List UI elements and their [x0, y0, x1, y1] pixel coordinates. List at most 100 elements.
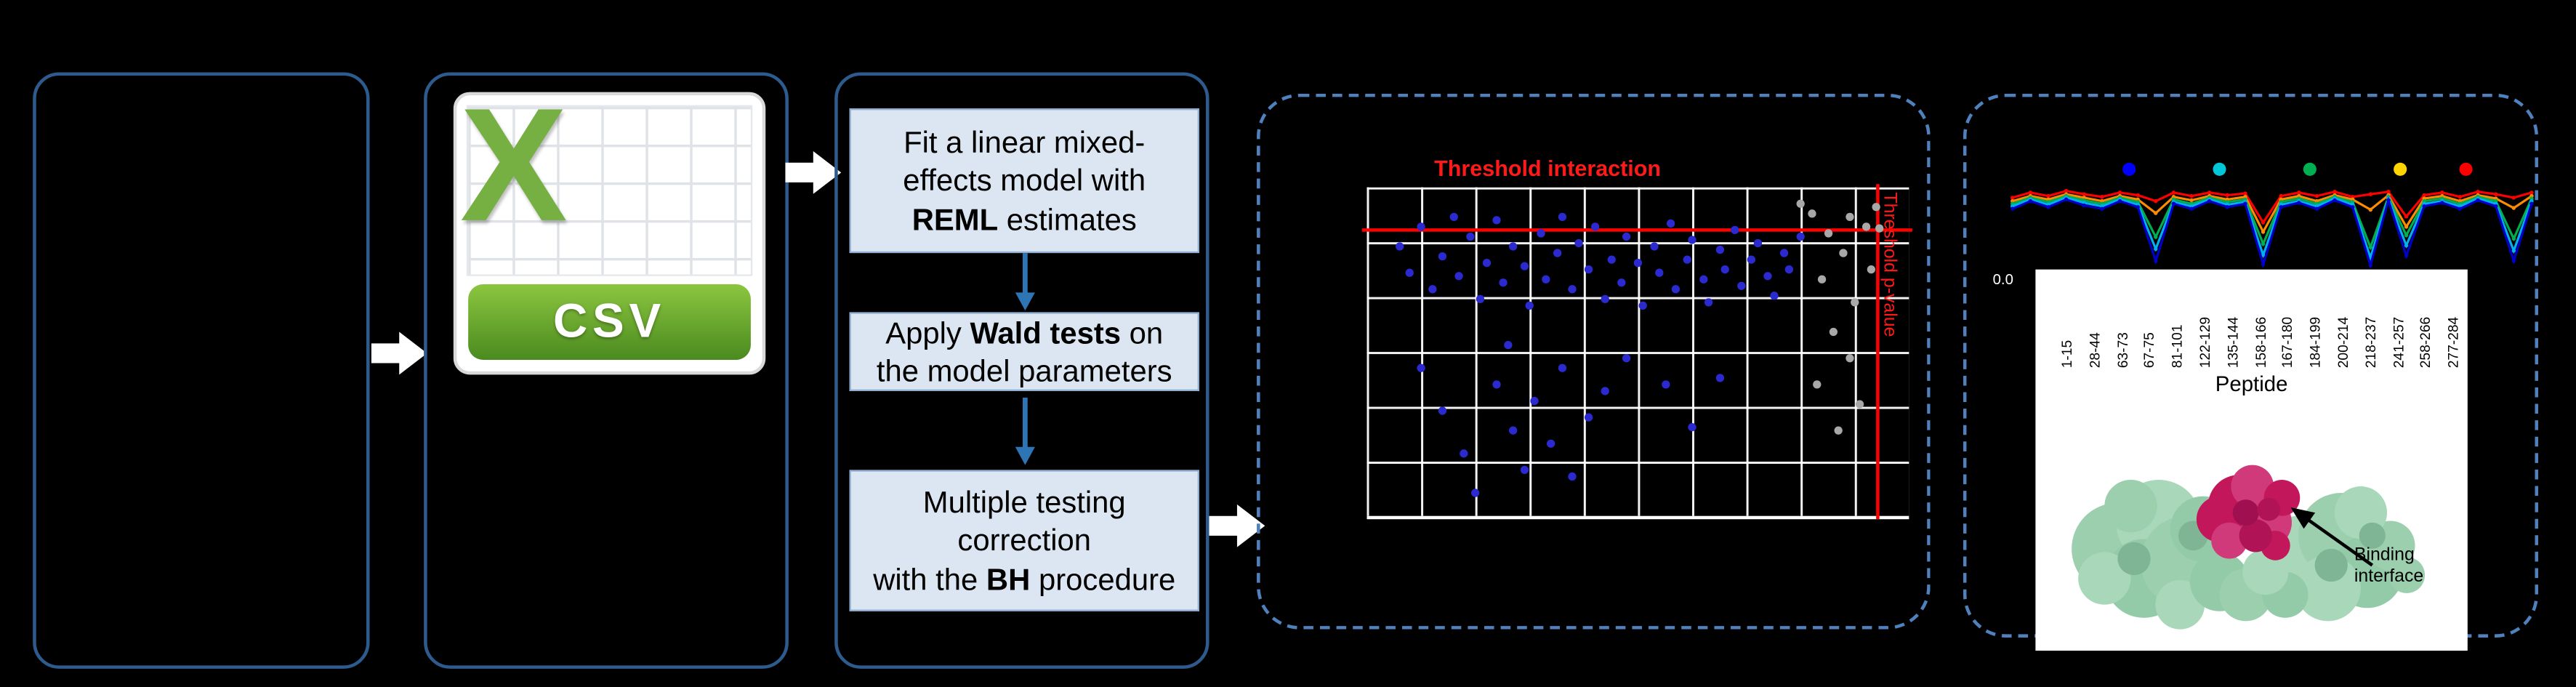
- significant-point: [1666, 219, 1675, 228]
- profile-point: [2207, 190, 2212, 195]
- csv-file-icon: X CSV: [453, 74, 766, 375]
- profile-point: [2511, 259, 2516, 263]
- significant-point: [1671, 285, 1681, 294]
- significant-point: [1785, 265, 1794, 274]
- nonsignificant-point: [1829, 327, 1838, 337]
- profile-point: [2529, 190, 2534, 195]
- peptide-tick-label: 122-129: [2196, 316, 2213, 369]
- profile-point: [2225, 205, 2229, 209]
- profile-point: [2386, 198, 2391, 203]
- profile-point: [2154, 211, 2158, 215]
- significant-point: [1720, 265, 1729, 274]
- binding-interface-label: Binding interface: [2354, 545, 2424, 587]
- profile-point: [2458, 206, 2463, 211]
- peptide-tick-label: 167-180: [2279, 316, 2296, 369]
- profile-point: [2511, 249, 2516, 253]
- profile-point: [2386, 190, 2391, 194]
- panel-csv: X CSV: [424, 72, 789, 669]
- significant-point: [1574, 238, 1582, 248]
- profile-point: [2225, 193, 2229, 198]
- significant-point: [1531, 396, 1539, 406]
- profile-point: [2028, 190, 2033, 195]
- protein-binding-core: [2196, 465, 2301, 561]
- significant-point: [1715, 245, 1723, 254]
- profile-point: [2404, 225, 2409, 229]
- profile-point: [2261, 252, 2266, 257]
- profile-point: [2404, 214, 2409, 219]
- step-box-reml: Fit a linear mixed- effects model with R…: [849, 108, 1199, 254]
- flow-arrow-2: [785, 150, 842, 194]
- profile-point: [2261, 220, 2266, 225]
- peptide-tick-label: 28-44: [2085, 332, 2103, 369]
- profile-point: [2511, 206, 2516, 210]
- significant-point: [1569, 285, 1577, 294]
- peptide-tick-label: 135-144: [2223, 316, 2241, 369]
- significant-point: [1492, 216, 1502, 225]
- legend-dot: [2303, 162, 2317, 176]
- spreadsheet-grid: [466, 105, 753, 276]
- profile-point: [2297, 190, 2301, 195]
- nonsignificant-point: [1796, 199, 1805, 208]
- step-bh-bold: BH: [986, 561, 1031, 596]
- profile-point: [2422, 204, 2426, 209]
- peptide-tick-label: 258-266: [2417, 316, 2434, 369]
- panel-input: [33, 72, 370, 669]
- significant-point: [1520, 465, 1529, 475]
- profile-point: [2011, 206, 2015, 211]
- peptide-tick-label: 241-257: [2389, 316, 2407, 369]
- panel-statistics: Fit a linear mixed- effects model with R…: [834, 72, 1209, 669]
- significant-point: [1460, 449, 1469, 458]
- significant-point: [1471, 489, 1480, 497]
- legend-dot: [2394, 162, 2407, 176]
- profile-point: [2368, 245, 2373, 249]
- step-bh-after: procedure: [1030, 561, 1176, 596]
- nonsignificant-point: [1807, 209, 1816, 218]
- nonsignificant-point: [1867, 265, 1875, 274]
- profile-point: [2082, 203, 2086, 208]
- legend-dot: [2213, 162, 2226, 176]
- peptide-tick-label: 200-214: [2334, 316, 2351, 369]
- nonsignificant-point: [1818, 275, 1827, 284]
- significant-point: [1617, 278, 1626, 287]
- profile-point: [2189, 193, 2194, 198]
- significant-point: [1558, 212, 1566, 221]
- profile-point: [2154, 198, 2158, 204]
- peptide-tick-label: 277-284: [2444, 316, 2462, 369]
- significant-point: [1454, 272, 1463, 281]
- profile-point: [2404, 233, 2409, 238]
- nonsignificant-point: [1856, 400, 1864, 409]
- step-text-wald: Apply Wald tests on the model parameters: [877, 313, 1172, 390]
- step-text-reml: Fit a linear mixed- effects model with R…: [903, 124, 1146, 238]
- significant-point: [1525, 301, 1534, 310]
- profile-point: [2476, 190, 2480, 194]
- nonsignificant-point: [1845, 212, 1853, 221]
- profile-point: [2314, 206, 2319, 211]
- significant-point: [1601, 294, 1610, 304]
- significant-point: [1481, 258, 1491, 268]
- significant-point: [1465, 232, 1474, 241]
- peptide-tick-label: 67-75: [2141, 332, 2158, 369]
- significant-point: [1509, 426, 1518, 435]
- significant-point: [1715, 374, 1723, 382]
- protein-structure: [2072, 465, 2426, 630]
- significant-point: [1747, 255, 1756, 264]
- peptide-tick-label: 218-237: [2362, 316, 2379, 369]
- significant-point: [1639, 301, 1648, 310]
- step-box-bh: Multiple testing correction with the BH …: [849, 470, 1199, 611]
- profile-point: [2511, 236, 2516, 241]
- nonsignificant-point: [1834, 426, 1843, 435]
- profile-line: [2012, 195, 2533, 262]
- profile-point: [2279, 193, 2283, 198]
- peptide-axis-labels: 1-15 28-44 63-73 67-75 81-101 122-129 135-144 1…: [2035, 270, 2467, 421]
- significant-point: [1585, 413, 1593, 422]
- significant-point: [1704, 298, 1713, 307]
- profile-point: [2046, 205, 2050, 209]
- profile-line: [2012, 196, 2533, 270]
- profile-line: [2012, 193, 2533, 251]
- significant-point: [1547, 439, 1555, 448]
- volcano-plot-area: [1361, 184, 1912, 520]
- legend-dot: [2459, 162, 2473, 176]
- significant-point: [1503, 340, 1513, 350]
- significant-point: [1606, 255, 1615, 264]
- profile-point: [2511, 196, 2516, 200]
